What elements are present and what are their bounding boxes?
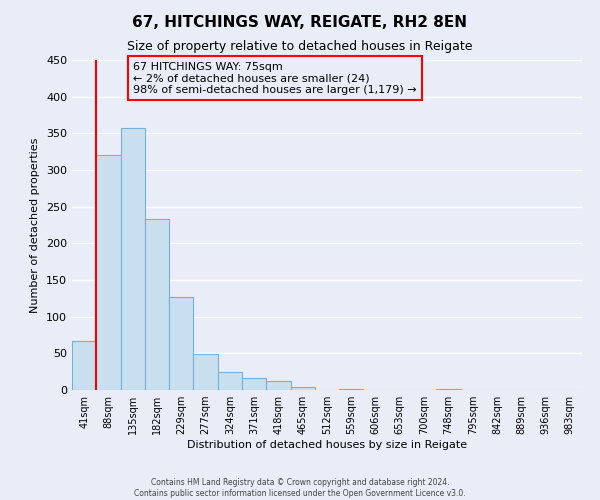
Bar xyxy=(169,297,193,390)
Y-axis label: Number of detached properties: Number of detached properties xyxy=(31,138,40,312)
Bar xyxy=(72,341,96,390)
Text: 67 HITCHINGS WAY: 75sqm
← 2% of detached houses are smaller (24)
98% of semi-det: 67 HITCHINGS WAY: 75sqm ← 2% of detached… xyxy=(133,62,417,95)
Bar xyxy=(193,354,218,390)
Bar xyxy=(121,128,145,390)
Text: Contains HM Land Registry data © Crown copyright and database right 2024.
Contai: Contains HM Land Registry data © Crown c… xyxy=(134,478,466,498)
Bar xyxy=(145,219,169,390)
Bar xyxy=(266,381,290,390)
Text: Size of property relative to detached houses in Reigate: Size of property relative to detached ho… xyxy=(127,40,473,53)
Bar xyxy=(290,387,315,390)
X-axis label: Distribution of detached houses by size in Reigate: Distribution of detached houses by size … xyxy=(187,440,467,450)
Bar xyxy=(339,388,364,390)
Bar xyxy=(218,372,242,390)
Bar xyxy=(242,378,266,390)
Text: 67, HITCHINGS WAY, REIGATE, RH2 8EN: 67, HITCHINGS WAY, REIGATE, RH2 8EN xyxy=(133,15,467,30)
Bar xyxy=(96,156,121,390)
